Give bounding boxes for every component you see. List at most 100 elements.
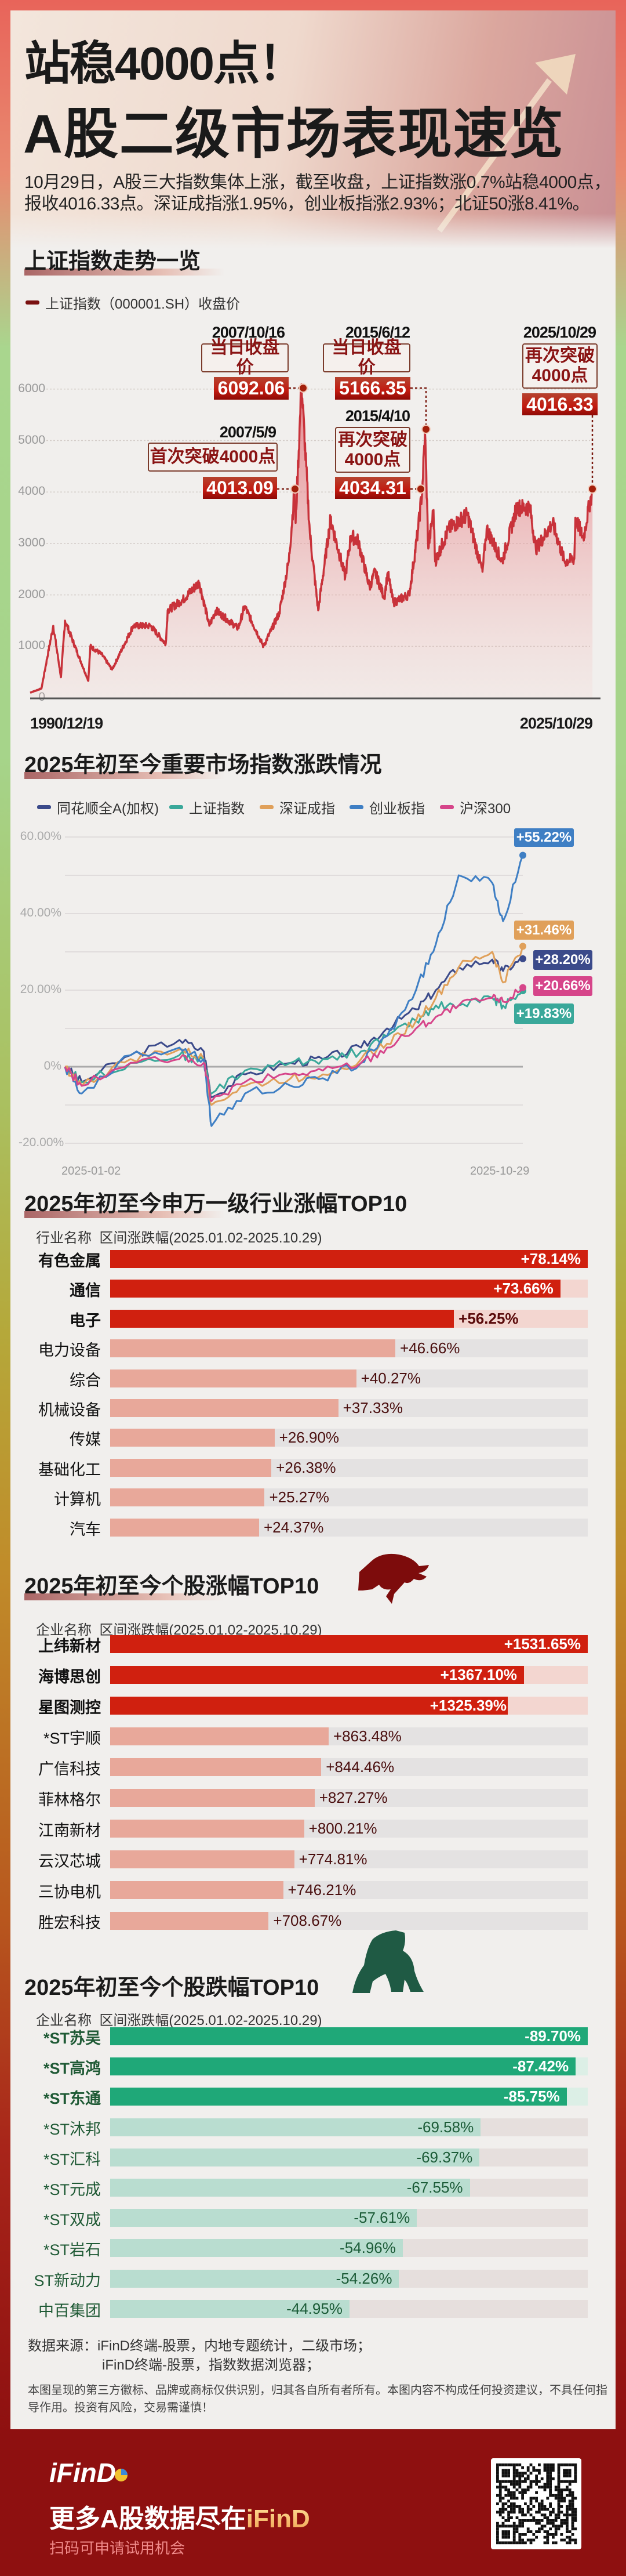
qr-module	[571, 2463, 574, 2466]
y-tick-label: 20.00%	[20, 983, 61, 996]
qr-module	[546, 2508, 549, 2511]
qr-module	[560, 2524, 563, 2528]
qr-module	[546, 2483, 549, 2486]
qr-module	[510, 2494, 513, 2497]
qr-module	[549, 2527, 552, 2531]
qr-module	[566, 2519, 569, 2522]
qr-module	[512, 2527, 516, 2531]
qr-module	[496, 2494, 499, 2497]
bar-row: 三协电机 +746.21%	[10, 1881, 616, 1901]
row-label: 汽车	[70, 1520, 101, 1538]
qr-module	[526, 2477, 530, 2480]
qr-module	[574, 2474, 577, 2477]
qr-module	[560, 2497, 563, 2500]
qr-module	[549, 2491, 552, 2494]
section-title-indices: 2025年初至今重要市场指数涨跌情况	[24, 753, 382, 777]
qr-module	[529, 2486, 533, 2489]
bar-value: +800.21%	[308, 1820, 377, 1837]
qr-module	[568, 2474, 572, 2477]
qr-module	[501, 2521, 505, 2525]
qr-module	[557, 2486, 561, 2489]
qr-module	[571, 2524, 574, 2528]
qr-module	[568, 2499, 572, 2503]
losers-table-header: 企业名称 区间涨跌幅(2025.01.02-2025.10.29)	[36, 2009, 322, 2029]
bar-value: +1531.65%	[504, 1635, 581, 1653]
qr-module	[552, 2521, 555, 2525]
row-label: 计算机	[54, 1491, 101, 1509]
qr-module	[540, 2477, 544, 2480]
bar-fill	[110, 1820, 304, 1838]
qr-module	[496, 2477, 499, 2480]
qr-module	[504, 2535, 508, 2539]
qr-module	[566, 2527, 569, 2531]
bar-value: +25.27%	[269, 1488, 329, 1506]
slogan: 更多A股数据尽在iFinD	[49, 2498, 310, 2535]
qr-module	[543, 2516, 547, 2519]
legend-label: 沪深300	[460, 801, 511, 817]
bar-value: +46.66%	[400, 1339, 460, 1357]
bar-fill	[110, 2209, 417, 2227]
bar-row: 江南新材 +800.21%	[10, 1820, 616, 1839]
qr-module	[574, 2472, 577, 2475]
qr-module	[518, 2521, 522, 2525]
qr-module	[512, 2466, 516, 2469]
qr-module	[529, 2483, 533, 2486]
qr-module	[526, 2505, 530, 2508]
qr-module	[510, 2480, 513, 2483]
series-end-dot	[519, 852, 526, 859]
qr-module	[566, 2469, 569, 2472]
qr-module	[510, 2491, 513, 2494]
qr-module	[496, 2524, 499, 2528]
qr-code[interactable]	[491, 2458, 581, 2549]
qr-module	[504, 2502, 508, 2505]
qr-module	[568, 2535, 572, 2539]
qr-module	[566, 2513, 569, 2517]
qr-module	[518, 2480, 522, 2483]
qr-module	[498, 2488, 502, 2491]
y-tick-label: 0%	[43, 1059, 61, 1073]
qr-module	[518, 2535, 522, 2539]
qr-module	[496, 2527, 499, 2531]
qr-module	[512, 2480, 516, 2483]
section-title-gainers: 2025年初至今个股涨幅TOP10	[24, 1574, 319, 1599]
qr-module	[568, 2530, 572, 2533]
qr-module	[496, 2530, 499, 2533]
series-end-dot	[519, 955, 526, 962]
qr-module	[535, 2499, 538, 2503]
qr-module	[507, 2510, 510, 2514]
qr-module	[524, 2472, 527, 2475]
qr-module	[554, 2494, 558, 2497]
legend-label: 深证成指	[279, 801, 335, 817]
qr-module	[554, 2524, 558, 2528]
bar-value: +746.21%	[287, 1881, 356, 1899]
qr-module	[521, 2491, 524, 2494]
qr-module	[510, 2502, 513, 2505]
qr-module	[549, 2521, 552, 2525]
qr-module	[538, 2527, 541, 2531]
bar-row: 胜宏科技 +708.67%	[10, 1912, 616, 1932]
qr-module	[507, 2472, 510, 2475]
series-end-label: +28.20%	[533, 950, 592, 970]
qr-module	[571, 2533, 574, 2536]
qr-module	[496, 2538, 499, 2542]
qr-module	[552, 2519, 555, 2522]
qr-module	[574, 2541, 577, 2545]
qr-module	[507, 2541, 510, 2545]
qr-module	[512, 2510, 516, 2514]
row-label: *ST汇科	[43, 2150, 101, 2168]
qr-module	[521, 2472, 524, 2475]
legend-item: 同花顺全A(加权)	[37, 797, 159, 817]
bar-row: 上纬新材 +1531.65%	[10, 1635, 616, 1655]
bar-value: +26.90%	[279, 1429, 340, 1447]
qr-module	[518, 2524, 522, 2528]
qr-module	[554, 2513, 558, 2517]
qr-module	[526, 2538, 530, 2542]
qr-module	[518, 2541, 522, 2545]
qr-module	[566, 2535, 569, 2539]
qr-module	[546, 2477, 549, 2480]
qr-module	[510, 2510, 513, 2514]
qr-module	[552, 2508, 555, 2511]
qr-module	[538, 2519, 541, 2522]
legend-label: 上证指数（000001.SH）收盘价	[45, 296, 241, 312]
